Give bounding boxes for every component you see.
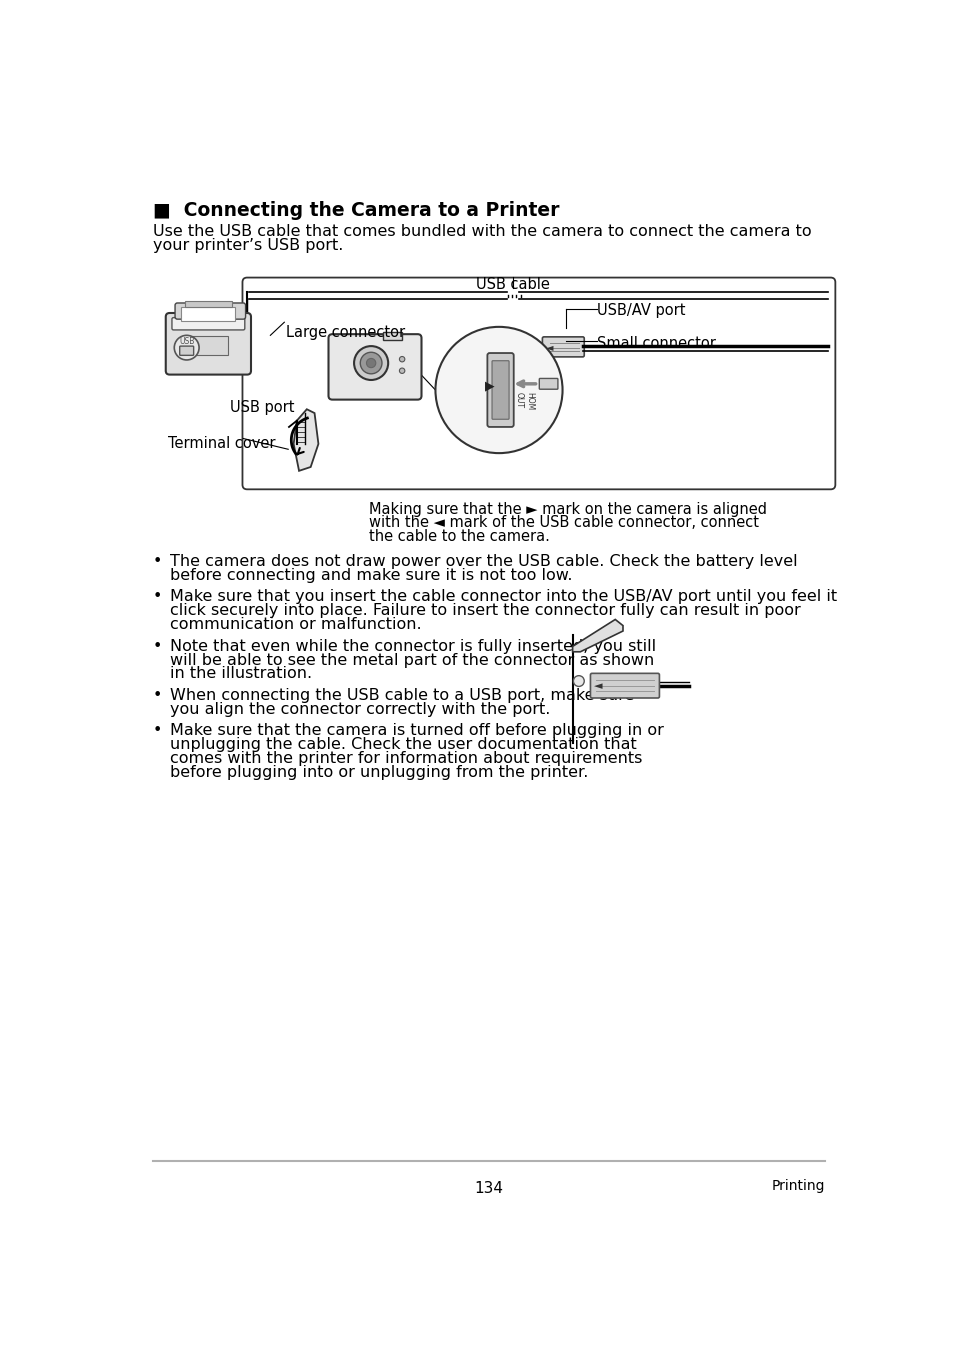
Text: USB: USB [179,337,194,346]
Text: unplugging the cable. Check the user documentation that: unplugging the cable. Check the user doc… [170,737,636,752]
Text: Large connector: Large connector [286,324,405,339]
Text: •: • [152,688,162,703]
Bar [185,301,232,307]
FancyBboxPatch shape [179,346,193,356]
FancyBboxPatch shape [172,318,245,330]
Text: before connecting and make sure it is not too low.: before connecting and make sure it is no… [170,567,572,584]
Text: USB port: USB port [230,400,294,415]
Circle shape [360,353,381,373]
Text: •: • [152,723,162,738]
Text: Use the USB cable that comes bundled with the camera to connect the camera to: Use the USB cable that comes bundled wit… [152,224,810,239]
FancyBboxPatch shape [166,313,251,375]
Circle shape [354,346,388,380]
Text: with the ◄ mark of the USB cable connector, connect: with the ◄ mark of the USB cable connect… [369,516,758,531]
Text: USB cable: USB cable [476,277,549,292]
Text: •: • [152,554,162,569]
Text: communication or malfunction.: communication or malfunction. [170,617,421,632]
Text: HOM
OUT: HOM OUT [514,392,534,411]
Polygon shape [572,619,622,651]
Text: comes with the printer for information about requirements: comes with the printer for information a… [170,752,641,767]
Text: Make sure that the camera is turned off before plugging in or: Make sure that the camera is turned off … [170,723,662,738]
FancyBboxPatch shape [487,353,513,427]
Bar [181,307,235,320]
Bar [189,337,228,356]
FancyBboxPatch shape [174,303,245,319]
Text: Making sure that the ► mark on the camera is aligned: Making sure that the ► mark on the camer… [369,502,766,517]
Text: will be able to see the metal part of the connector as shown: will be able to see the metal part of th… [170,653,653,668]
Text: When connecting the USB cable to a USB port, make sure: When connecting the USB cable to a USB p… [170,688,634,703]
Circle shape [573,676,583,687]
FancyBboxPatch shape [538,379,558,389]
FancyBboxPatch shape [328,334,421,399]
Circle shape [435,327,562,453]
Text: Make sure that you insert the cable connector into the USB/AV port until you fee: Make sure that you insert the cable conn… [170,589,836,604]
FancyBboxPatch shape [590,673,659,697]
Text: Small connector: Small connector [596,337,715,351]
FancyBboxPatch shape [542,337,583,357]
Text: the cable to the camera.: the cable to the camera. [369,529,549,544]
Text: ■  Connecting the Camera to a Printer: ■ Connecting the Camera to a Printer [152,201,558,220]
Text: The camera does not draw power over the USB cable. Check the battery level: The camera does not draw power over the … [170,554,797,569]
Text: Note that even while the connector is fully inserted, you still: Note that even while the connector is fu… [170,639,655,654]
Text: Printing: Printing [771,1179,824,1193]
Circle shape [366,358,375,368]
Text: •: • [152,589,162,604]
FancyBboxPatch shape [492,361,509,419]
Text: •: • [152,639,162,654]
Text: Terminal cover: Terminal cover [168,436,275,451]
Polygon shape [294,410,318,471]
Text: USB/AV port: USB/AV port [596,303,684,318]
Circle shape [399,357,404,362]
Text: you align the connector correctly with the port.: you align the connector correctly with t… [170,702,550,716]
Text: before plugging into or unplugging from the printer.: before plugging into or unplugging from … [170,765,587,780]
Bar [382,332,402,339]
Text: 134: 134 [474,1181,503,1196]
Text: ▶: ▶ [484,380,494,392]
Text: click securely into place. Failure to insert the connector fully can result in p: click securely into place. Failure to in… [170,604,800,619]
Text: ◄: ◄ [593,681,601,691]
Circle shape [399,368,404,373]
Circle shape [174,335,199,360]
Text: ◄: ◄ [546,342,553,351]
Text: in the illustration.: in the illustration. [170,666,312,681]
Text: your printer’s USB port.: your printer’s USB port. [152,239,342,254]
